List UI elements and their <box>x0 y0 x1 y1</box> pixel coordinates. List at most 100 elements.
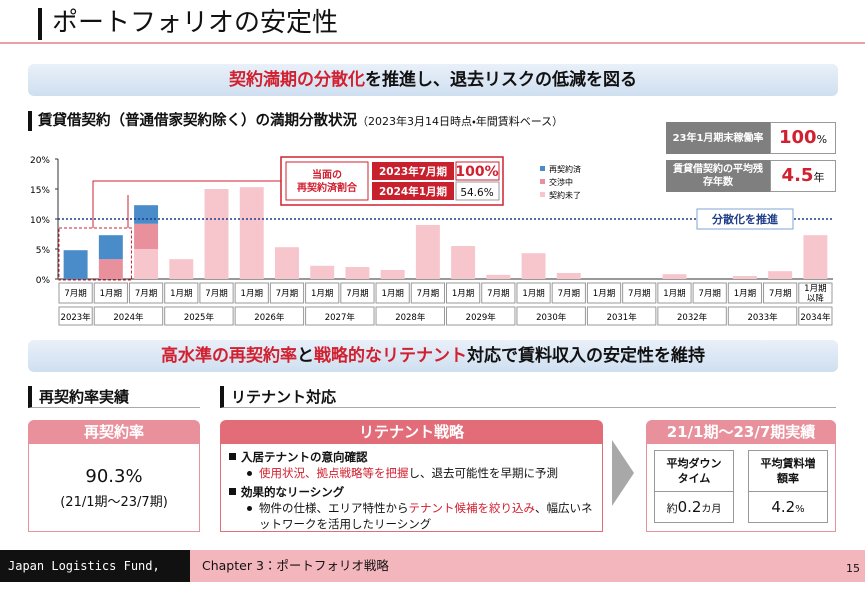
category-cell <box>481 282 516 304</box>
category-cell <box>763 282 798 304</box>
year-label: 2025年 <box>184 312 215 323</box>
text-segment: 契約満期の分散化 <box>229 70 365 90</box>
kpi-row: 賃貸借契約の平均残存年数 4.5年 <box>666 160 836 192</box>
result-prefix: 約 <box>666 502 678 515</box>
year-label: 2027年 <box>325 312 356 323</box>
renewal-rate: 90.3% <box>85 466 143 487</box>
arrow-shape <box>612 440 634 506</box>
year-label: 2023年 <box>61 312 92 323</box>
x-tick-label: 1月期 <box>381 289 403 299</box>
section-bar <box>28 111 32 131</box>
legend-swatch <box>540 192 545 197</box>
footer-chapter: Chapter 3：ポートフォリオ戦略 <box>190 550 865 582</box>
callout-title-line: 当面の <box>312 168 342 181</box>
kpi-number: 100 <box>778 127 817 148</box>
category-cell <box>128 282 164 304</box>
footer-company: Japan Logistics Fund, Inc. <box>0 550 190 605</box>
bar-segment <box>345 267 370 279</box>
category-cell <box>727 282 763 304</box>
bar-segment <box>415 225 440 279</box>
year-label: 2026年 <box>254 312 285 323</box>
bar-segment <box>134 223 159 249</box>
bar-segment <box>556 273 581 279</box>
year-cell <box>657 306 727 326</box>
bar-segment <box>275 247 299 279</box>
category-cell <box>164 282 199 304</box>
bar-segment <box>380 270 405 279</box>
year-cell <box>375 306 445 326</box>
callout-label: 2024年1月期 <box>379 185 447 198</box>
result-label: 平均ダウンタイム <box>654 450 734 492</box>
category-cell <box>586 282 622 304</box>
bar-segment <box>732 276 757 279</box>
text-segment: 高水準の再契約率 <box>161 346 297 366</box>
panel: 平均ダウンタイム 約0.2カ月 平均賃料増額率 4.2% <box>646 444 836 532</box>
legend-label: 交渉中 <box>549 177 573 187</box>
kpi-row: 23年1月期末稼働率 100% <box>666 122 836 154</box>
bar-segment <box>803 235 828 279</box>
year-label: 2032年 <box>677 312 708 323</box>
legend-swatch <box>540 166 545 171</box>
text-segment: を推進し、退去リスクの低減を図る <box>365 70 637 90</box>
year-label: 2029年 <box>466 312 497 323</box>
category-cell <box>199 282 234 304</box>
kpi-value: 100% <box>770 122 836 154</box>
callout-value: 100% <box>455 164 498 180</box>
legend-swatch <box>540 179 545 184</box>
year-cell <box>93 306 164 326</box>
year-cell <box>164 306 234 326</box>
result-item: 平均賃料増額率 4.2% <box>748 450 828 531</box>
bar-segment <box>134 249 159 279</box>
chart-title: 賃貸借契約（普通借家契約除く）の満期分散状況（2023年3月14日時点・年間賃料… <box>38 110 563 133</box>
bar-segment <box>134 205 159 224</box>
year-cell <box>234 306 305 326</box>
category-cell <box>692 282 727 304</box>
x-tick-label: 7月期 <box>628 289 650 299</box>
reference-box <box>696 208 794 230</box>
x-tick-label: 7月期 <box>135 289 157 299</box>
bar-segment <box>662 274 687 279</box>
item-detail: 使用状況、拠点戦略等を把握し、退去可能性を早期に予測 <box>229 465 594 481</box>
x-tick-line: 以降 <box>807 293 825 304</box>
callout-title-box <box>285 161 369 201</box>
text-segment: 戦略的なリテナント <box>314 346 467 366</box>
category-cell <box>798 282 833 304</box>
bar-segment <box>98 259 123 279</box>
category-cell <box>516 282 551 304</box>
legend-label: 再契約済 <box>549 164 581 174</box>
bar-segment <box>486 274 511 279</box>
result-number: 4.2 <box>771 498 796 516</box>
x-tick-label: 1月期 <box>452 289 474 299</box>
year-label: 2031年 <box>607 312 638 323</box>
year-label: 2024年 <box>113 312 144 323</box>
renewal-period: (21/1期～23/7期) <box>60 495 168 510</box>
category-cell <box>58 282 93 304</box>
x-tick-label: 7月期 <box>487 289 509 299</box>
year-cell <box>446 306 516 326</box>
connector <box>92 180 282 228</box>
x-tick-line: 1月期 <box>804 284 826 294</box>
page-number: 15 <box>846 562 860 575</box>
result-number: 0.2 <box>677 498 702 516</box>
bar-segment <box>521 253 546 279</box>
x-tick-label: 7月期 <box>64 289 86 299</box>
banner: 契約満期の分散化を推進し、退去リスクの低減を図る <box>28 64 838 96</box>
y-tick-label: 5% <box>36 246 51 256</box>
chart: 0% 5% 10% 15% 20% 7月期 1月期 7月期 1月期 7月期 1月期 7月期 1月期 7月期… <box>30 156 833 326</box>
text-segment: と <box>297 346 314 366</box>
x-tick-label: 1月期 <box>100 289 122 299</box>
result-value: 約0.2カ月 <box>654 492 734 523</box>
category-cell <box>446 282 481 304</box>
page-title: ポートフォリオの安定性 <box>52 8 339 38</box>
kpi-unit: 年 <box>813 171 825 184</box>
category-cell <box>410 282 446 304</box>
panel: 入居テナントの意向確認 使用状況、拠点戦略等を把握し、退去可能性を早期に予測 効果的… <box>220 444 603 532</box>
bar-segment <box>768 271 793 279</box>
result-value: 4.2% <box>748 492 828 523</box>
category-cell <box>375 282 410 304</box>
reference-label: 分散化を推進 <box>711 212 778 226</box>
year-cell <box>305 306 375 326</box>
text-segment: 対応で賃料収入の安定性を維持 <box>467 346 705 366</box>
callout-value-box <box>455 161 500 181</box>
x-tick-label: 7月期 <box>346 289 368 299</box>
